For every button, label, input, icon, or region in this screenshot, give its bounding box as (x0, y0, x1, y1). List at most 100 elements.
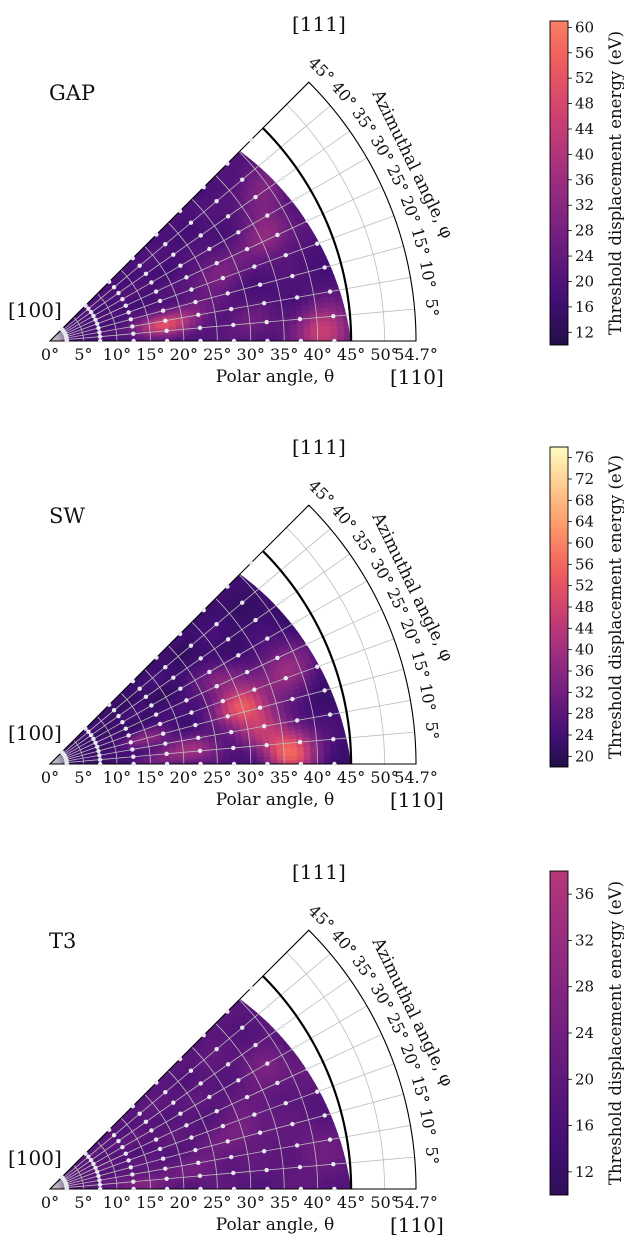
colorbar-tick-label: 20 (575, 747, 594, 765)
sample-point (315, 1090, 319, 1094)
sample-point (249, 138, 253, 142)
sample-point (164, 329, 168, 333)
sample-point (214, 1047, 218, 1051)
sample-point (232, 1187, 236, 1191)
sample-point (266, 579, 270, 583)
sample-point (178, 209, 182, 213)
sample-point (245, 1095, 249, 1099)
colorbar-tick-label: 60 (575, 534, 594, 552)
phi-tick-label: 10° (416, 259, 440, 290)
sample-point (240, 1026, 244, 1030)
sample-point (131, 679, 135, 683)
colorbar: 12162024283236404448525660Threshold disp… (550, 18, 624, 345)
phi-tick-label: 10° (416, 682, 440, 713)
sample-point (60, 327, 64, 331)
sample-point (226, 214, 230, 218)
theta-tick-label: 15° (136, 1193, 164, 1212)
sample-point (231, 323, 235, 327)
sample-point (215, 684, 219, 688)
sample-point (144, 272, 148, 276)
sample-point (97, 1178, 101, 1182)
sample-point (294, 197, 298, 201)
phi-tick-label: 40° (327, 500, 360, 534)
colorbar-tick-label: 60 (575, 18, 594, 36)
theta-tick-label: 5° (74, 768, 92, 787)
sample-point (315, 242, 319, 246)
x-axis-title: Polar angle, θ (216, 367, 335, 387)
sample-point (221, 1124, 225, 1128)
heatmap-cells (50, 968, 358, 1189)
phi-tick-label: 5° (422, 1146, 443, 1166)
sample-point (189, 287, 193, 291)
sample-point (236, 653, 240, 657)
colorbar-tick-label: 52 (575, 69, 594, 87)
sample-point (131, 762, 135, 766)
sample-point (226, 714, 230, 718)
theta-tick-label: 15° (136, 768, 164, 787)
sample-point (196, 736, 200, 740)
theta-tick-label: 30° (237, 345, 265, 364)
theta-tick-label: 54.7° (394, 768, 438, 787)
sample-point (112, 285, 116, 289)
sample-point (129, 1165, 133, 1169)
theta-tick-label: 45° (337, 345, 365, 364)
sample-point (215, 261, 219, 265)
colorbar-tick-label: 44 (575, 619, 594, 637)
sample-point (131, 1104, 135, 1108)
sample-point (207, 1095, 211, 1099)
theta-tick-label: 40° (303, 1193, 331, 1212)
sample-point (137, 687, 141, 691)
sample-point (112, 1133, 116, 1137)
colorbar-tick-label: 36 (575, 171, 594, 189)
sample-point (298, 740, 302, 744)
sample-point (83, 726, 87, 730)
model-label: T3 (49, 929, 76, 953)
sample-point (144, 695, 148, 699)
sample-point (266, 1004, 270, 1008)
sample-point (252, 687, 256, 691)
colorbar-tick-label: 16 (575, 298, 594, 316)
sample-point (328, 712, 332, 716)
phi-tick-label: 40° (327, 77, 360, 111)
theta-tick-label: 0° (41, 1193, 59, 1212)
colorbar-tick-label: 12 (575, 323, 594, 341)
direction-apex: [111] (292, 860, 346, 884)
sample-point (332, 762, 336, 766)
sample-point (295, 1143, 299, 1147)
sample-point (328, 289, 332, 293)
sample-point (107, 280, 111, 284)
sample-point (116, 291, 120, 295)
sample-point (207, 247, 211, 251)
colorbar-tick-label: 28 (575, 978, 594, 996)
sample-point (221, 276, 225, 280)
colorbar-tick-label: 32 (575, 683, 594, 701)
sample-point (154, 289, 158, 293)
sample-point (231, 746, 235, 750)
sample-point (265, 339, 269, 343)
sample-point (165, 1187, 169, 1191)
theta-tick-label: 10° (103, 768, 131, 787)
sample-point (161, 308, 165, 312)
sample-point (232, 339, 236, 343)
sample-point (265, 636, 269, 640)
sample-point (315, 665, 319, 669)
sample-point (124, 726, 128, 730)
sample-point (253, 195, 257, 199)
sample-point (126, 1158, 130, 1162)
sample-point (298, 317, 302, 321)
sample-point (221, 699, 225, 703)
direction-origin: [100] (8, 721, 62, 745)
sample-point (331, 314, 335, 318)
theta-tick-label: 45° (337, 768, 365, 787)
sample-point (95, 745, 99, 749)
sample-point (236, 230, 240, 234)
theta-tick-label: 35° (270, 1193, 298, 1212)
direction-origin: [100] (8, 1146, 62, 1170)
colorbar-gradient (550, 447, 568, 767)
direction-x-end: [110] (390, 1213, 444, 1236)
theta-tick-label: 5° (74, 1193, 92, 1212)
sample-point (202, 1033, 206, 1037)
sample-point (265, 762, 269, 766)
colorbar-tick-label: 20 (575, 1070, 594, 1088)
colorbar-title: Threshold displacement energy (eV) (606, 455, 624, 759)
